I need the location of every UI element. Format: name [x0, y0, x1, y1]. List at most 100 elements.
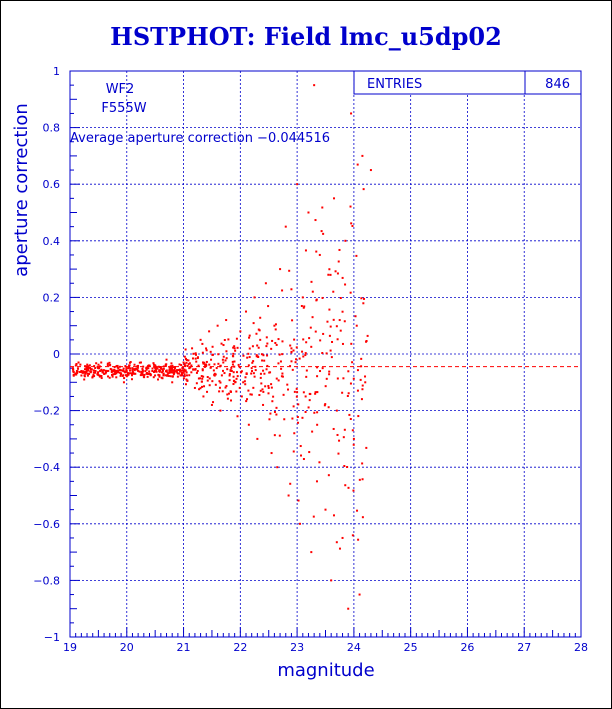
data-point	[269, 412, 272, 415]
x-tick-label: 24	[347, 641, 361, 654]
data-point	[236, 415, 239, 418]
data-point	[194, 357, 197, 360]
data-point	[319, 370, 322, 373]
data-point	[227, 338, 230, 341]
data-point	[152, 370, 155, 373]
data-point	[86, 374, 89, 377]
data-point	[277, 362, 280, 365]
data-point	[304, 410, 307, 413]
data-point	[316, 375, 319, 378]
data-point	[119, 373, 122, 376]
data-point	[201, 342, 204, 345]
data-point	[268, 418, 271, 421]
data-point	[288, 269, 291, 272]
data-point	[292, 349, 295, 352]
data-point	[186, 365, 189, 368]
points-layer	[71, 84, 372, 610]
data-point	[222, 355, 225, 358]
data-point	[290, 360, 293, 363]
data-point	[302, 355, 305, 358]
data-point	[369, 169, 372, 172]
data-point	[342, 377, 345, 380]
x-axis-label: magnitude	[277, 660, 374, 681]
data-point	[99, 369, 102, 372]
data-point	[74, 373, 77, 376]
data-point	[281, 375, 284, 378]
data-point	[246, 356, 249, 359]
data-point	[307, 406, 310, 409]
data-point	[206, 376, 209, 379]
data-point	[208, 384, 211, 387]
data-point	[287, 388, 290, 391]
data-point	[362, 188, 365, 191]
data-point	[289, 344, 292, 347]
data-point	[250, 372, 253, 375]
data-point	[256, 344, 259, 347]
data-point	[192, 368, 195, 371]
data-point	[157, 365, 160, 368]
data-point	[234, 349, 237, 352]
data-point	[217, 353, 220, 356]
data-point	[270, 383, 273, 386]
data-point	[281, 372, 284, 375]
data-point	[298, 357, 301, 360]
data-point	[208, 363, 211, 366]
data-point	[159, 365, 162, 368]
data-point	[79, 371, 82, 374]
data-point	[249, 393, 252, 396]
data-point	[316, 391, 319, 394]
data-point	[202, 375, 205, 378]
y-tick-label: 0	[53, 348, 60, 361]
data-point	[304, 354, 307, 357]
data-point	[185, 361, 188, 364]
data-point	[151, 369, 154, 372]
data-point	[88, 372, 91, 375]
data-point	[138, 361, 141, 364]
data-point	[327, 406, 330, 409]
data-point	[248, 347, 251, 350]
data-point	[259, 338, 262, 341]
data-point	[278, 434, 281, 437]
y-tick-label: −1	[44, 631, 60, 644]
data-point	[270, 347, 273, 350]
data-point	[80, 370, 83, 373]
data-point	[225, 350, 228, 353]
data-point	[234, 381, 237, 384]
data-point	[309, 326, 312, 329]
data-point	[347, 486, 350, 489]
data-point	[329, 325, 332, 328]
data-point	[211, 354, 214, 357]
data-point	[148, 364, 151, 367]
data-point	[252, 386, 255, 389]
data-point	[266, 354, 269, 357]
data-point	[267, 386, 270, 389]
data-point	[110, 370, 113, 373]
x-tick-label: 27	[517, 641, 531, 654]
x-tick-label: 22	[233, 641, 247, 654]
data-point	[100, 361, 103, 364]
data-point	[140, 372, 143, 375]
data-point	[341, 536, 344, 539]
data-point	[200, 380, 203, 383]
data-point	[355, 254, 358, 257]
data-point	[358, 478, 361, 481]
data-point	[344, 239, 347, 242]
data-point	[192, 352, 195, 355]
data-point	[201, 351, 204, 354]
data-point	[320, 230, 323, 233]
data-point	[227, 392, 230, 395]
data-point	[119, 374, 122, 377]
data-point	[94, 367, 97, 370]
data-point	[316, 366, 319, 369]
data-point	[352, 377, 355, 380]
data-point	[244, 376, 247, 379]
data-point	[105, 370, 108, 373]
data-point	[229, 390, 232, 393]
data-point	[243, 380, 246, 383]
data-point	[75, 363, 78, 366]
data-point	[264, 385, 267, 388]
data-point	[274, 341, 277, 344]
data-point	[247, 352, 250, 355]
data-point	[235, 377, 238, 380]
